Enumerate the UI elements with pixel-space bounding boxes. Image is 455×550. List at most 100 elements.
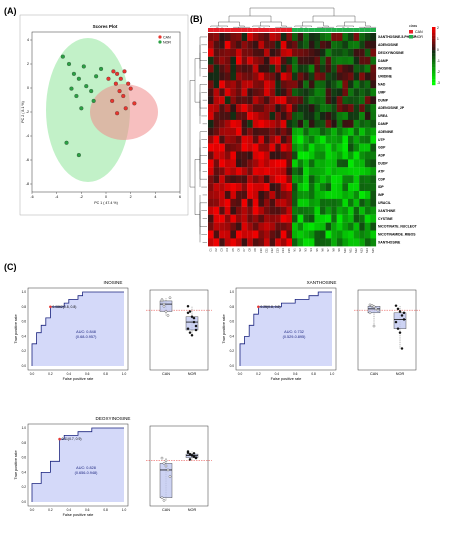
heatmap-cell — [236, 64, 242, 73]
class-bar-cell — [303, 28, 309, 32]
heatmap-cell — [213, 48, 220, 57]
heatmap-cell — [230, 175, 237, 184]
heatmap-cell — [364, 112, 371, 120]
heatmap-cell — [292, 230, 298, 239]
heatmap-cell — [303, 230, 309, 239]
boxplot-group-can: CAN — [370, 372, 378, 376]
boxplot-point-nor — [188, 310, 192, 313]
heatmap-cell — [252, 88, 259, 97]
heatmap-cell — [303, 72, 309, 81]
roc-cutoff-label: 0.0862(0.8, 0.8) — [52, 305, 76, 309]
heatmap-cell — [247, 159, 253, 168]
heatmap-cell — [292, 127, 298, 136]
roc-y-tick: 0.8 — [22, 441, 27, 445]
heatmap-cell — [359, 214, 365, 223]
heatmap-cell — [320, 48, 326, 57]
heatmap-cell — [230, 64, 237, 73]
pca-point-can — [118, 76, 123, 81]
heatmap-cell — [213, 230, 220, 239]
heatmap-cell — [280, 198, 287, 207]
heatmap-cell — [213, 159, 220, 168]
heatmap-cell — [331, 198, 337, 207]
heatmap-cell — [230, 119, 237, 128]
heatmap-cell — [275, 151, 281, 160]
heatmap-cell — [264, 151, 270, 160]
boxplot-point-can — [164, 464, 168, 468]
pca-point-can — [126, 81, 131, 86]
heatmap-cell — [275, 175, 281, 184]
heatmap-cell — [258, 119, 265, 128]
heatmap-cell — [252, 238, 259, 247]
heatmap-cell — [314, 33, 321, 41]
heatmap-cell — [280, 183, 287, 192]
class-bar-cell — [336, 28, 343, 32]
heatmap-cell — [353, 222, 360, 231]
heatmap-cell — [224, 48, 231, 57]
heatmap-cell — [252, 159, 259, 168]
heatmap-cell — [230, 127, 237, 136]
heatmap-cell — [252, 151, 259, 160]
heatmap-cell — [303, 143, 309, 152]
heatmap-cell — [320, 40, 326, 49]
heatmap-cell — [230, 143, 237, 152]
class-bar-cell — [252, 28, 259, 32]
pca-point-can — [111, 69, 116, 74]
heatmap-cell — [275, 198, 281, 207]
gene-label: ADENINE — [378, 130, 394, 134]
heatmap-cell — [252, 214, 259, 223]
heatmap-cell — [219, 127, 225, 136]
heatmap-cell — [364, 80, 371, 89]
heatmap-cell — [314, 56, 321, 65]
heatmap-cell — [308, 175, 315, 184]
sample-label: N4 — [309, 248, 313, 252]
heatmap-cell — [303, 127, 309, 136]
heatmap-cell — [236, 214, 242, 223]
heatmap-cell — [303, 112, 309, 120]
gene-label: XANTHOSINE-5-PHOSP — [378, 35, 417, 39]
heatmap-cell — [348, 104, 354, 113]
heatmap-cell — [314, 119, 321, 128]
heatmap-cell — [252, 48, 259, 57]
roc-y-label: True positive rate — [222, 314, 226, 343]
heatmap-cell — [280, 214, 287, 223]
heatmap-cell — [230, 214, 237, 223]
heatmap-cell — [325, 191, 332, 199]
heatmap-cell — [292, 238, 298, 247]
boxplot-point-nor — [188, 452, 192, 456]
class-bar-cell — [275, 28, 281, 32]
heatmap-cell — [314, 88, 321, 97]
heatmap-cell — [292, 198, 298, 207]
heatmap-cell — [269, 119, 276, 128]
sample-label: N2 — [298, 248, 302, 252]
gene-labels: XANTHOSINE-5-PHOSP ADENOSINE DEOXYINOSINE D… — [378, 35, 418, 244]
heatmap-cell — [236, 80, 242, 89]
heatmap-cell — [236, 112, 242, 120]
heatmap-cell — [348, 230, 354, 239]
heatmap-cell — [325, 40, 332, 49]
gene-label: ADENOSINE_2P — [378, 106, 405, 110]
sample-label: N1 — [292, 248, 296, 252]
heatmap-cell — [241, 135, 248, 144]
class-bar-cell — [236, 28, 242, 32]
sample-label: N12 — [354, 248, 358, 253]
roc-title: INOSINE — [104, 280, 123, 285]
heatmap-cell — [264, 33, 270, 41]
heatmap-cell — [264, 167, 270, 176]
roc-y-tick: 0.0 — [230, 364, 235, 368]
heatmap-cell — [275, 159, 281, 168]
heatmap-cell — [252, 222, 259, 231]
boxplot-point-nor — [186, 450, 190, 453]
roc-title: XANTHOSINE — [307, 280, 337, 285]
heatmap-cell — [230, 191, 237, 199]
sample-label: C12 — [270, 248, 274, 253]
heatmap-cell — [264, 104, 270, 113]
heatmap-cell — [280, 191, 287, 199]
heatmap-cell — [342, 127, 349, 136]
legend-can-label: CAN — [163, 36, 171, 40]
color-scale-step — [432, 41, 436, 45]
boxplot-point-can — [370, 304, 374, 307]
boxplot-point-nor — [194, 456, 198, 459]
heatmap-cell — [258, 183, 265, 192]
class-bar-cell — [258, 28, 264, 32]
heatmap-cell — [252, 33, 259, 41]
